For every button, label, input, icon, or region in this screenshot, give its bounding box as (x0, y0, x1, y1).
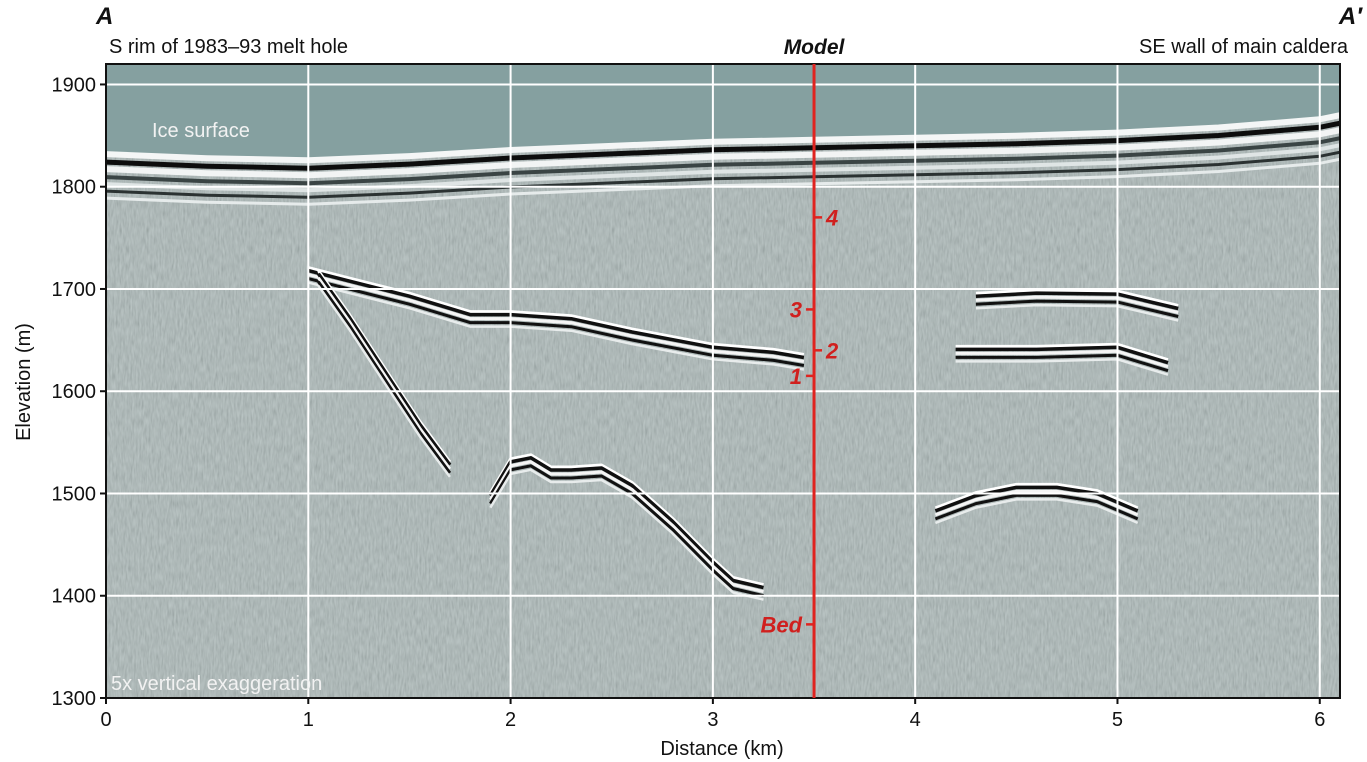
reflector-4-band-1 (488, 456, 764, 590)
reflector-2-band-3 (975, 299, 1179, 318)
y-tick-label-1600: 1600 (52, 381, 97, 403)
reflector-2-band-0 (975, 288, 1179, 307)
reflector-4-band-3 (489, 464, 764, 598)
y-tick-label-1900: 1900 (52, 74, 97, 96)
right-caption: SE wall of main caldera (1139, 36, 1349, 58)
model-marker-label-4: 4 (825, 205, 838, 230)
reflector-3-band-4 (317, 284, 451, 478)
reflector-3-band-1 (316, 272, 452, 466)
reflector-1-band-0 (955, 342, 1169, 362)
ice-surface-label: Ice surface (152, 120, 250, 142)
reflector-2-band-4 (975, 303, 1179, 322)
ice-surface-band-dark-2 (106, 150, 1340, 199)
y-tick-label-1300: 1300 (52, 688, 97, 710)
ice-surface-bands (106, 112, 1340, 206)
plot-frame (105, 63, 1341, 699)
y-tick-label-1700: 1700 (52, 279, 97, 301)
y-tick-label-1400: 1400 (52, 586, 97, 608)
reflectors (307, 266, 1179, 601)
y-tick-label-1500: 1500 (52, 483, 97, 505)
x-axis-title: Distance (km) (660, 738, 783, 760)
y-axis-title: Elevation (m) (13, 323, 35, 441)
model-marker-label-Bed: Bed (760, 612, 802, 637)
model-marker-label-2: 2 (825, 338, 839, 363)
y-axis-ticks: 1300 1400 1500 1600 1700 1800 1900 (52, 74, 106, 710)
reflector-3-band-3 (317, 280, 452, 474)
exaggeration-label: 5x vertical exaggeration (111, 673, 322, 695)
reflector-2-band-1 (975, 291, 1179, 311)
reflector-1-band-4 (955, 358, 1169, 376)
reflector-1-band-2 (955, 349, 1169, 369)
x-tick-label-6: 6 (1314, 709, 1325, 731)
reflector-1-band-1 (955, 345, 1169, 365)
x-axis-ticks: 0 1 2 3 4 5 6 (100, 698, 1325, 731)
reflector-5-band-2 (934, 489, 1139, 517)
ice-surface-band-light-2 (106, 157, 1340, 206)
reflector-4-band-2 (489, 460, 764, 594)
x-tick-label-3: 3 (707, 709, 718, 731)
reflector-4-band-4 (489, 468, 764, 601)
profile-start-label: A (95, 3, 113, 30)
reflector-0-band-2 (307, 273, 805, 363)
radargram (106, 64, 1340, 698)
ice-surface-line (106, 120, 1340, 171)
model-label: Model (784, 36, 846, 59)
ice-surface-band-white-top (106, 112, 1340, 164)
model-marker-label-1: 1 (790, 364, 802, 389)
y-tick-label-1800: 1800 (52, 177, 97, 199)
ice-surface-band-white (106, 127, 1340, 179)
left-caption: S rim of 1983–93 melt hole (109, 36, 348, 58)
reflector-5-band-1 (934, 485, 1139, 513)
x-tick-label-4: 4 (910, 709, 921, 731)
ice-surface-band-dark (106, 136, 1340, 186)
reflector-3-band-2 (317, 276, 452, 470)
reflector-5-band-4 (934, 498, 1139, 525)
x-tick-label-5: 5 (1112, 709, 1123, 731)
x-tick-label-1: 1 (303, 709, 314, 731)
grid (106, 64, 1340, 698)
profile-end-label: A′ (1338, 3, 1363, 30)
reflector-2-band-2 (975, 295, 1179, 314)
model-column: 4 321 Bed (760, 64, 839, 698)
reflector-0-band-0 (307, 266, 805, 356)
reflector-0-band-4 (307, 281, 805, 371)
ice-surface-band-light (106, 143, 1340, 193)
reflector-5-band-3 (934, 493, 1139, 521)
model-marker-label-3: 3 (790, 297, 802, 322)
x-tick-label-2: 2 (505, 709, 516, 731)
reflector-4-band-0 (489, 453, 764, 587)
reflector-1-band-3 (955, 353, 1169, 373)
reflector-0-band-3 (307, 277, 805, 367)
air-layer (106, 64, 1340, 159)
x-tick-label-0: 0 (100, 709, 111, 731)
